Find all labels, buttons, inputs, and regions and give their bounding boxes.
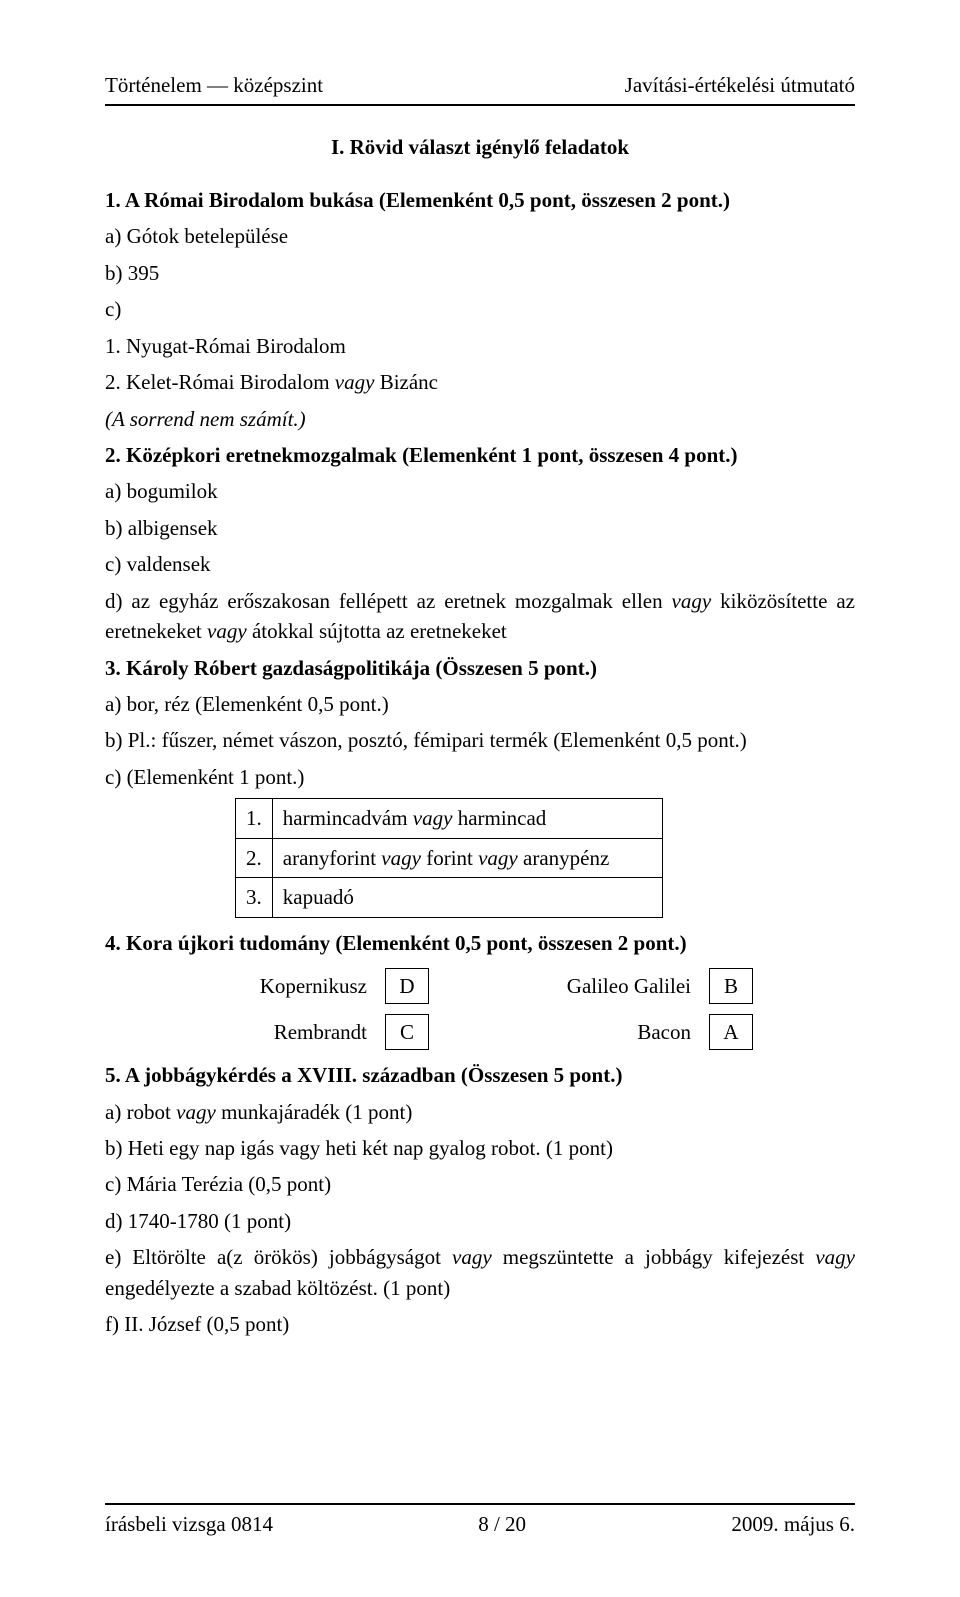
q3-a: a) bor, réz (Elemenként 0,5 pont.)	[105, 689, 855, 719]
q4-row-2: Rembrandt C Bacon A	[215, 1014, 855, 1050]
q4-r2-l: Rembrandt	[215, 1017, 385, 1047]
q5-e-post: engedélyezte a szabad költözést. (1 pont…	[105, 1276, 450, 1300]
q5-e-mid: megszüntette a jobbágy kifejezést	[492, 1245, 816, 1269]
q5-a-pre: a) robot	[105, 1100, 176, 1124]
q3-table: 1. harmincadvám vagy harmincad 2. aranyf…	[235, 798, 663, 917]
table-row: 3. kapuadó	[236, 878, 663, 917]
q3-r3-t: kapuadó	[272, 878, 662, 917]
q2-d-it2: vagy	[207, 619, 247, 643]
q4-r2-lbox: C	[385, 1014, 429, 1050]
q3-r2-pre: aranyforint	[283, 846, 382, 870]
q2-title: 2. Középkori eretnekmozgalmak (Elemenkén…	[105, 440, 855, 470]
q1-c1: 1. Nyugat-Római Birodalom	[105, 331, 855, 361]
section-title: I. Rövid választ igénylő feladatok	[105, 132, 855, 162]
q1-c: c)	[105, 294, 855, 324]
q4-r2-rbox: A	[709, 1014, 753, 1050]
q4-title: 4. Kora újkori tudomány (Elemenként 0,5 …	[105, 928, 855, 958]
q3-r1-t: harmincadvám vagy harmincad	[272, 799, 662, 838]
q5-c: c) Mária Terézia (0,5 pont)	[105, 1169, 855, 1199]
q2-d-it1: vagy	[672, 589, 712, 613]
q3-r2-post: aranypénz	[518, 846, 610, 870]
q4-r1-l: Kopernikusz	[215, 971, 385, 1001]
q3-c: c) (Elemenként 1 pont.)	[105, 762, 855, 792]
q3-r2-t: aranyforint vagy forint vagy aranypénz	[272, 838, 662, 877]
q2-d: d) az egyház erőszakosan fellépett az er…	[105, 586, 855, 647]
q1-c2-it: vagy	[335, 370, 380, 394]
page-footer: írásbeli vizsga 0814 8 / 20 2009. május …	[105, 1503, 855, 1539]
q2-c: c) valdensek	[105, 549, 855, 579]
q3-r2-it2: vagy	[478, 846, 518, 870]
q3-r2-it: vagy	[381, 846, 421, 870]
q2-b: b) albigensek	[105, 513, 855, 543]
header-left: Történelem — középszint	[105, 70, 323, 100]
q5-b: b) Heti egy nap igás vagy heti két nap g…	[105, 1133, 855, 1163]
q3-r1-n: 1.	[236, 799, 273, 838]
q1-b: b) 395	[105, 258, 855, 288]
q5-e-it2: vagy	[815, 1245, 855, 1269]
q3-b: b) Pl.: fűszer, német vászon, posztó, fé…	[105, 725, 855, 755]
q4-r1-rbox: B	[709, 968, 753, 1004]
q3-r3-n: 3.	[236, 878, 273, 917]
body: 1. A Római Birodalom bukása (Elemenként …	[105, 185, 855, 1340]
q5-title: 5. A jobbágykérdés a XVIII. században (Ö…	[105, 1060, 855, 1090]
q4-r1-r: Galileo Galilei	[529, 971, 709, 1001]
q3-title: 3. Károly Róbert gazdaságpolitikája (Öss…	[105, 653, 855, 683]
q1-title: 1. A Római Birodalom bukása (Elemenként …	[105, 185, 855, 215]
q2-a: a) bogumilok	[105, 476, 855, 506]
q5-e: e) Eltörölte a(z örökös) jobbágyságot va…	[105, 1242, 855, 1303]
q1-note: (A sorrend nem számít.)	[105, 404, 855, 434]
table-row: 2. aranyforint vagy forint vagy aranypén…	[236, 838, 663, 877]
q5-e-pre: e) Eltörölte a(z örökös) jobbágyságot	[105, 1245, 452, 1269]
q4-r1-lbox: D	[385, 968, 429, 1004]
q3-r1-pre: harmincadvám	[283, 806, 413, 830]
q5-f: f) II. József (0,5 pont)	[105, 1309, 855, 1339]
table-row: 1. harmincadvám vagy harmincad	[236, 799, 663, 838]
q3-r2-mid: forint	[421, 846, 478, 870]
q2-d-pre: d) az egyház erőszakosan fellépett az er…	[105, 589, 672, 613]
q2-d-post: átokkal sújtotta az eretnekeket	[247, 619, 507, 643]
page-header: Történelem — középszint Javítási-értékel…	[105, 70, 855, 106]
footer-right: 2009. május 6.	[731, 1509, 855, 1539]
q4-r2-r: Bacon	[529, 1017, 709, 1047]
footer-left: írásbeli vizsga 0814	[105, 1509, 273, 1539]
q5-a-post: munkajáradék (1 pont)	[216, 1100, 413, 1124]
footer-center: 8 / 20	[478, 1509, 526, 1539]
q1-c2: 2. Kelet-Római Birodalom vagy Bizánc	[105, 367, 855, 397]
q3-r1-post: harmincad	[452, 806, 546, 830]
q4-row-1: Kopernikusz D Galileo Galilei B	[215, 968, 855, 1004]
q5-e-it1: vagy	[452, 1245, 492, 1269]
header-right: Javítási-értékelési útmutató	[625, 70, 855, 100]
q3-r3-pre: kapuadó	[283, 885, 354, 909]
q1-c2-post: Bizánc	[380, 370, 438, 394]
q5-d: d) 1740-1780 (1 pont)	[105, 1206, 855, 1236]
q3-r2-n: 2.	[236, 838, 273, 877]
q1-a: a) Gótok betelepülése	[105, 221, 855, 251]
q3-r1-it: vagy	[413, 806, 453, 830]
q5-a-it: vagy	[176, 1100, 216, 1124]
q1-c2-pre: 2. Kelet-Római Birodalom	[105, 370, 335, 394]
q5-a: a) robot vagy munkajáradék (1 pont)	[105, 1097, 855, 1127]
